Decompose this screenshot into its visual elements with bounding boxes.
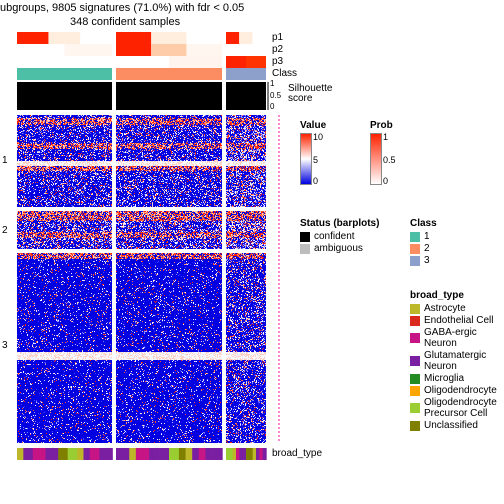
annot-label-class: Class (272, 68, 297, 79)
broadtype-label: Unclassified (424, 420, 478, 431)
class-label: 1 (424, 231, 430, 242)
legend-prob: Prob 1 0.5 0 (370, 120, 393, 185)
broadtype-item: Glutamatergic Neuron (410, 350, 504, 372)
status-item: confident (300, 231, 379, 242)
broadtype-label: Oligodendrocyte Precursor Cell (424, 397, 504, 419)
legend-status-title: Status (barplots) (300, 218, 379, 229)
broadtype-item: Microglia (410, 373, 504, 384)
broadtype-item: GABA-ergic Neuron (410, 327, 504, 349)
legend-class: Class 123 (410, 218, 437, 267)
legend-value-gradient: 10 5 0 (300, 133, 312, 185)
figure-subtitle: 348 confident samples (70, 16, 180, 28)
top-annotations (0, 32, 270, 112)
annot-label-p3: p3 (272, 56, 283, 67)
broadtype-label: Microglia (424, 373, 464, 384)
status-item: ambiguous (300, 243, 379, 254)
silhouette-tick-05: 0.5 (270, 91, 281, 100)
status-swatch (300, 232, 310, 242)
class-item: 2 (410, 243, 437, 254)
annot-label-p2: p2 (272, 44, 283, 55)
broadtype-item: Oligodendrocyte Precursor Cell (410, 397, 504, 419)
broadtype-swatch (410, 356, 420, 366)
broadtype-item: Endothelial Cell (410, 315, 504, 326)
broadtype-label: Glutamatergic Neuron (424, 350, 504, 372)
figure-title: ubgroups, 9805 signatures (71.0%) with f… (0, 2, 244, 14)
legend-broadtype: broad_type AstrocyteEndothelial CellGABA… (410, 290, 504, 432)
annot-label-silhouette: Silhouette score (288, 84, 332, 104)
broadtype-swatch (410, 316, 420, 326)
class-label: 2 (424, 243, 430, 254)
legend-broadtype-title: broad_type (410, 290, 504, 301)
broadtype-label: Oligodendrocyte (424, 385, 497, 396)
legend-status: Status (barplots) confidentambiguous (300, 218, 379, 255)
broadtype-swatch (410, 374, 420, 384)
broadtype-label: Astrocyte (424, 303, 466, 314)
broadtype-item: Astrocyte (410, 303, 504, 314)
legend-value: Value 10 5 0 (300, 120, 326, 185)
class-swatch (410, 256, 420, 266)
heatmap-figure: { "layout": { "col_x": [17, 116, 226], "… (0, 0, 504, 504)
class-swatch (410, 232, 420, 242)
broadtype-swatch (410, 333, 420, 343)
class-item: 1 (410, 231, 437, 242)
bottom-annotation (0, 448, 270, 460)
broadtype-swatch (410, 386, 420, 396)
class-swatch (410, 244, 420, 254)
broadtype-label: Endothelial Cell (424, 315, 494, 326)
class-label: 3 (424, 255, 430, 266)
silhouette-tick-1: 1 (270, 79, 274, 88)
status-label: confident (314, 231, 355, 242)
legend-prob-title: Prob (370, 120, 393, 131)
main-heatmap (0, 115, 270, 445)
annot-label-p1: p1 (272, 32, 283, 43)
legend-value-title: Value (300, 120, 326, 131)
broadtype-item: Oligodendrocyte (410, 385, 504, 396)
row-dendro-strip (278, 115, 280, 443)
broadtype-label: GABA-ergic Neuron (424, 327, 504, 349)
broadtype-swatch (410, 304, 420, 314)
broadtype-swatch (410, 403, 420, 413)
legend-prob-gradient: 1 0.5 0 (370, 133, 382, 185)
annot-label-broadtype: broad_type (272, 448, 322, 459)
broadtype-item: Unclassified (410, 420, 504, 431)
silhouette-tick-0: 0 (270, 102, 274, 111)
class-item: 3 (410, 255, 437, 266)
legend-class-title: Class (410, 218, 437, 229)
status-label: ambiguous (314, 243, 363, 254)
status-swatch (300, 244, 310, 254)
broadtype-swatch (410, 421, 420, 431)
